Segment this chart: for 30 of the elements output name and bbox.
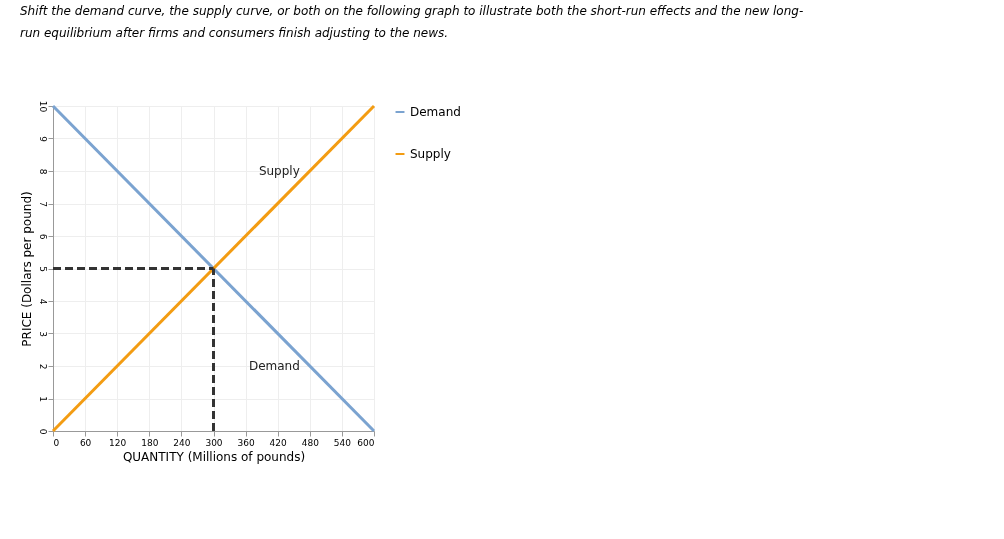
x-tick-label: 300 bbox=[205, 437, 223, 448]
text: Shift the demand curve, the supply curve, or both on the following graph to illustrate both the short-run effects and the new long- bbox=[20, 4, 804, 19]
legend-label: Demand bbox=[410, 105, 461, 119]
legend-label: Supply bbox=[410, 147, 451, 161]
y-tick-label: 4 bbox=[37, 298, 48, 305]
x-tick-label: 360 bbox=[237, 437, 255, 448]
x-tick-label: 420 bbox=[269, 437, 288, 448]
y-tick-label: 3 bbox=[37, 331, 48, 337]
x-tick-label: 180 bbox=[141, 437, 159, 448]
x-tick-label: 240 bbox=[173, 437, 191, 448]
y-tick-label: 6 bbox=[37, 233, 48, 240]
x-tick-label: 600 bbox=[357, 437, 375, 448]
text: Supply bbox=[258, 164, 300, 178]
y-tick-label: 7 bbox=[37, 201, 48, 207]
text: Demand bbox=[248, 359, 300, 373]
x-tick-label: 540 bbox=[333, 437, 352, 448]
y-axis-title: PRICE (Dollars per pound) bbox=[19, 191, 34, 347]
x-tick-label: 120 bbox=[109, 437, 127, 448]
x-tick-label: 0 bbox=[53, 437, 60, 448]
y-tick-label: 1 bbox=[37, 396, 48, 402]
x-axis-title: QUANTITY (Millions of pounds) bbox=[122, 449, 306, 464]
x-tick-label: 480 bbox=[301, 437, 320, 448]
y-tick-label: 0 bbox=[37, 428, 48, 435]
x-tick-label: 60 bbox=[79, 437, 92, 448]
y-tick-label: 9 bbox=[37, 136, 48, 143]
y-tick-label: 2 bbox=[37, 363, 48, 370]
text: run equilibrium after firms and consumers finish adjusting to the news. bbox=[20, 26, 449, 41]
y-tick-label: 10 bbox=[37, 100, 48, 113]
y-tick-label: 5 bbox=[37, 266, 48, 272]
y-tick-label: 8 bbox=[37, 168, 48, 175]
